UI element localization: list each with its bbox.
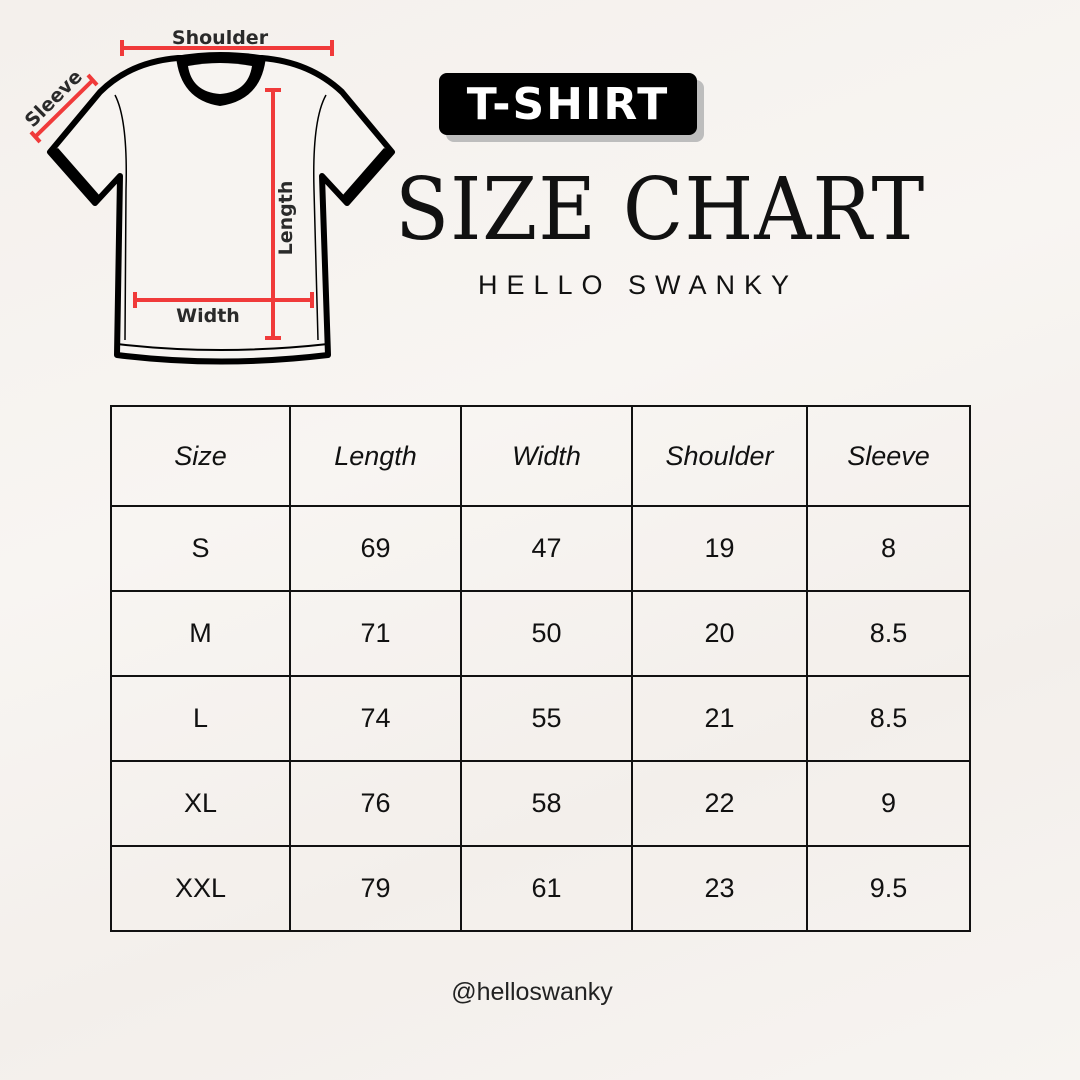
cell-shoulder: 21 <box>631 675 808 762</box>
cell-width: 61 <box>460 845 633 932</box>
tshirt-diagram: Shoulder Sleeve Length Width <box>21 27 395 365</box>
cell-shoulder: 23 <box>631 845 808 932</box>
cell-size: XXL <box>110 845 291 932</box>
cell-sleeve: 9.5 <box>806 845 971 932</box>
handle-text: @helloswanky <box>451 978 613 1006</box>
tshirt-outline-icon <box>47 55 395 365</box>
cell-sleeve: 9 <box>806 760 971 847</box>
header-shoulder: Shoulder <box>631 405 808 507</box>
cell-shoulder: 20 <box>631 590 808 677</box>
length-measure <box>265 88 281 340</box>
table-row: M 71 50 20 8.5 <box>110 590 971 677</box>
cell-size: L <box>110 675 291 762</box>
header-length: Length <box>289 405 462 507</box>
header-sleeve: Sleeve <box>806 405 971 507</box>
social-handle: @helloswanky <box>0 978 1080 1007</box>
cell-width: 55 <box>460 675 633 762</box>
cell-shoulder: 22 <box>631 760 808 847</box>
table-header-row: Size Length Width Shoulder Sleeve <box>110 405 971 507</box>
table-row: S 69 47 19 8 <box>110 505 971 592</box>
cell-sleeve: 8.5 <box>806 590 971 677</box>
table-row: XL 76 58 22 9 <box>110 760 971 847</box>
cell-length: 79 <box>289 845 462 932</box>
width-measure <box>133 292 314 308</box>
cell-length: 74 <box>289 675 462 762</box>
tshirt-badge: T-SHIRT <box>439 73 697 135</box>
cell-size: S <box>110 505 291 592</box>
cell-sleeve: 8 <box>806 505 971 592</box>
measure-lines <box>29 40 334 340</box>
cell-size: XL <box>110 760 291 847</box>
table-row: L 74 55 21 8.5 <box>110 675 971 762</box>
cell-size: M <box>110 590 291 677</box>
cell-width: 50 <box>460 590 633 677</box>
brand-name: HELLO SWANKY <box>478 270 799 300</box>
size-table: Size Length Width Shoulder Sleeve S 69 47 1… <box>110 405 971 932</box>
length-label: Length <box>275 181 297 256</box>
sleeve-measure <box>29 73 99 144</box>
cell-length: 69 <box>289 505 462 592</box>
cell-shoulder: 19 <box>631 505 808 592</box>
cell-sleeve: 8.5 <box>806 675 971 762</box>
cell-length: 76 <box>289 760 462 847</box>
header-size: Size <box>110 405 291 507</box>
table-row: XXL 79 61 23 9.5 <box>110 845 971 932</box>
page-title: SIZE CHART <box>395 160 926 260</box>
cell-width: 58 <box>460 760 633 847</box>
cell-width: 47 <box>460 505 633 592</box>
width-label: Width <box>176 305 240 327</box>
shoulder-measure <box>120 40 334 56</box>
shoulder-label: Shoulder <box>172 27 269 49</box>
cell-length: 71 <box>289 590 462 677</box>
header-width: Width <box>460 405 633 507</box>
